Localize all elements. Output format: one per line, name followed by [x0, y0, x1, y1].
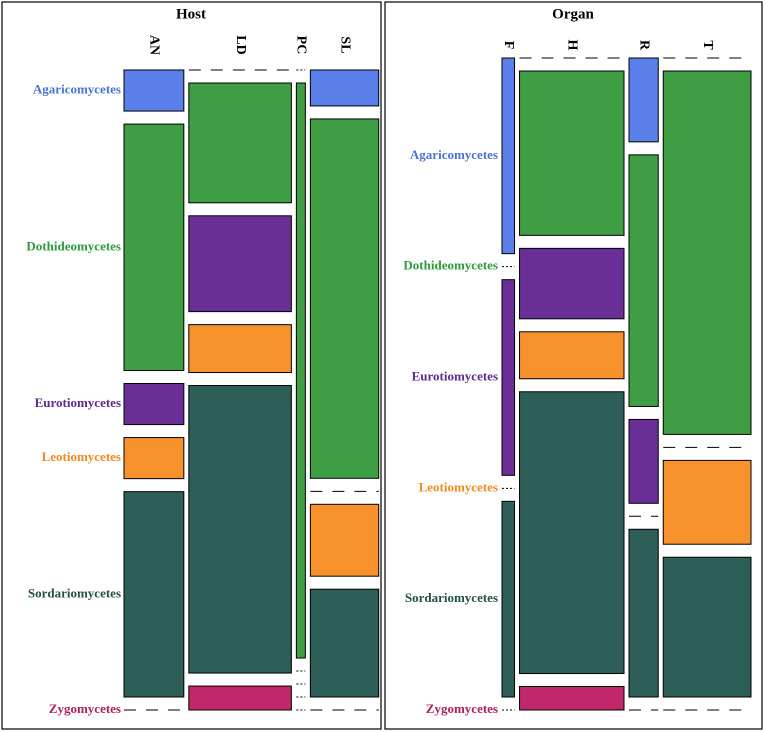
mosaic-cell — [309, 588, 380, 698]
mosaic-cell — [188, 82, 292, 204]
mosaic-cell — [295, 82, 306, 659]
mosaic-cell — [519, 686, 625, 711]
row-label: Sordariomycetes — [28, 585, 121, 600]
mosaic-cell — [662, 459, 752, 545]
column-label: PC — [294, 36, 309, 55]
mosaic-cell — [662, 70, 752, 435]
panel-title: Organ — [552, 6, 594, 22]
row-label: Zygomycetes — [49, 701, 121, 716]
mosaic-cell — [501, 57, 516, 255]
mosaic-cell — [628, 418, 659, 504]
mosaic-cell — [123, 383, 185, 426]
row-label: Eurotiomycetes — [412, 368, 498, 383]
mosaic-cell — [309, 118, 380, 479]
mosaic-cell — [123, 123, 185, 371]
row-label: Sordariomycetes — [405, 590, 498, 605]
mosaic-cell — [519, 70, 625, 236]
row-label: Leotiomycetes — [42, 449, 121, 464]
mosaic-cell — [309, 69, 380, 107]
column-label: H — [565, 40, 580, 51]
mosaic-cell — [309, 503, 380, 577]
column-label: R — [636, 40, 651, 51]
panel-border — [384, 1, 763, 730]
mosaic-cell — [662, 556, 752, 698]
mosaic-cell — [501, 279, 516, 476]
column-label: AN — [147, 35, 162, 55]
mosaic-cell — [188, 385, 292, 674]
mosaic-cell — [628, 528, 659, 698]
row-label: Eurotiomycetes — [35, 395, 121, 410]
column-label: SL — [337, 36, 352, 53]
row-label: Agaricomycetes — [33, 82, 121, 97]
panel-title: Host — [176, 6, 206, 22]
mosaic-cell — [123, 437, 185, 480]
mosaic-cell — [501, 500, 516, 698]
mosaic-cell — [519, 331, 625, 380]
panel-border — [1, 1, 382, 730]
column-label: F — [501, 41, 516, 50]
row-label: Leotiomycetes — [419, 479, 498, 494]
row-label: Agaricomycetes — [410, 147, 498, 162]
column-label: LD — [233, 35, 248, 54]
mosaic-cell — [628, 57, 659, 143]
mosaic-cell — [188, 215, 292, 313]
mosaic-cell — [123, 69, 185, 112]
column-label: T — [700, 40, 715, 50]
mosaic-cell — [628, 154, 659, 407]
row-label: Zygomycetes — [426, 701, 498, 716]
row-label: Dothideomycetes — [26, 238, 121, 253]
row-label: Dothideomycetes — [403, 258, 498, 273]
mosaic-cell — [519, 247, 625, 320]
mosaic-cell — [188, 685, 292, 711]
mosaic-cell — [123, 491, 185, 698]
mosaic-cell — [188, 324, 292, 374]
mosaic-cell — [519, 391, 625, 675]
